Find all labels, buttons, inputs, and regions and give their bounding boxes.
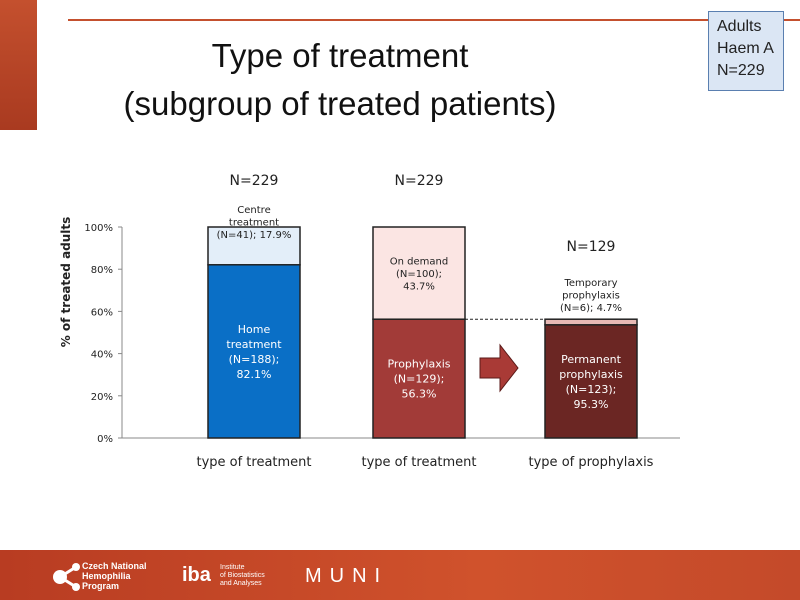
y-axis-label: % of treated adults <box>59 217 73 348</box>
y-tick-label: 40% <box>91 350 113 361</box>
bar-segment <box>544 318 638 326</box>
decor-red-block <box>0 0 37 130</box>
data-label: 82.1% <box>237 368 272 381</box>
bar-segment <box>207 226 301 266</box>
x-category-label: type of prophylaxis <box>529 455 654 470</box>
data-label: treatment <box>229 218 279 229</box>
footer-text: Institute <box>220 564 245 571</box>
bar-segment <box>544 324 638 439</box>
info-line: Haem A <box>717 40 774 57</box>
iba-logo: iba <box>182 564 211 586</box>
data-label: 43.7% <box>403 282 435 293</box>
footer: Czech National Hemophilia Program iba In… <box>0 550 800 600</box>
data-label: (N=123); <box>566 383 617 396</box>
footer-text: Program <box>82 581 120 591</box>
decor-line <box>68 19 800 21</box>
data-label: (N=188); <box>229 353 280 366</box>
y-tick-label: 100% <box>84 223 113 234</box>
title-line-1: Type of treatment <box>211 37 469 74</box>
footer-text: and Analyses <box>220 580 262 587</box>
y-tick-label: 80% <box>91 265 113 276</box>
data-label: (N=100); <box>396 269 442 280</box>
data-label: 56.3% <box>402 388 437 401</box>
data-label: Centre <box>237 205 270 216</box>
n-label: N=229 <box>395 173 444 189</box>
x-category-label: type of treatment <box>361 455 476 470</box>
arrow-icon <box>479 343 519 393</box>
chnp-logo-icon <box>53 563 80 591</box>
bar-segment <box>372 318 466 439</box>
info-line: N=229 <box>717 62 765 79</box>
slide-title: Type of treatment (subgroup of treated p… <box>60 32 620 128</box>
data-label: prophylaxis <box>559 368 623 381</box>
data-label: 95.3% <box>574 398 609 411</box>
bar-segment <box>372 226 466 320</box>
title-line-2: (subgroup of treated patients) <box>123 85 557 122</box>
data-label: prophylaxis <box>562 291 620 302</box>
data-label: (N=41); 17.9% <box>217 230 292 241</box>
data-label: (N=129); <box>394 373 445 386</box>
y-tick-label: 20% <box>91 392 113 403</box>
y-tick-label: 60% <box>91 307 113 318</box>
n-label: N=229 <box>230 173 279 189</box>
data-label: On demand <box>390 257 448 268</box>
bar-segment <box>207 264 301 439</box>
footer-text: Hemophilia <box>82 571 131 581</box>
footer-text: of Biostatistics <box>220 572 265 579</box>
data-label: (N=6); 4.7% <box>560 303 622 314</box>
data-label: Permanent <box>561 353 622 366</box>
x-category-label: type of treatment <box>196 455 311 470</box>
y-tick-label: 0% <box>97 434 113 445</box>
data-label: treatment <box>226 338 282 351</box>
data-label: Temporary <box>563 278 617 289</box>
muni-logo: MUNI <box>305 565 389 587</box>
info-box: Adults Haem A N=229 <box>708 11 784 91</box>
footer-text: Czech National <box>82 561 147 571</box>
info-line: Adults <box>717 18 762 35</box>
n-label: N=129 <box>567 239 616 255</box>
data-label: Prophylaxis <box>387 358 450 371</box>
data-label: Home <box>238 323 271 336</box>
chart: 0% 20% 40% 60% 80% 100% % of treated adults Hom… <box>59 173 680 470</box>
